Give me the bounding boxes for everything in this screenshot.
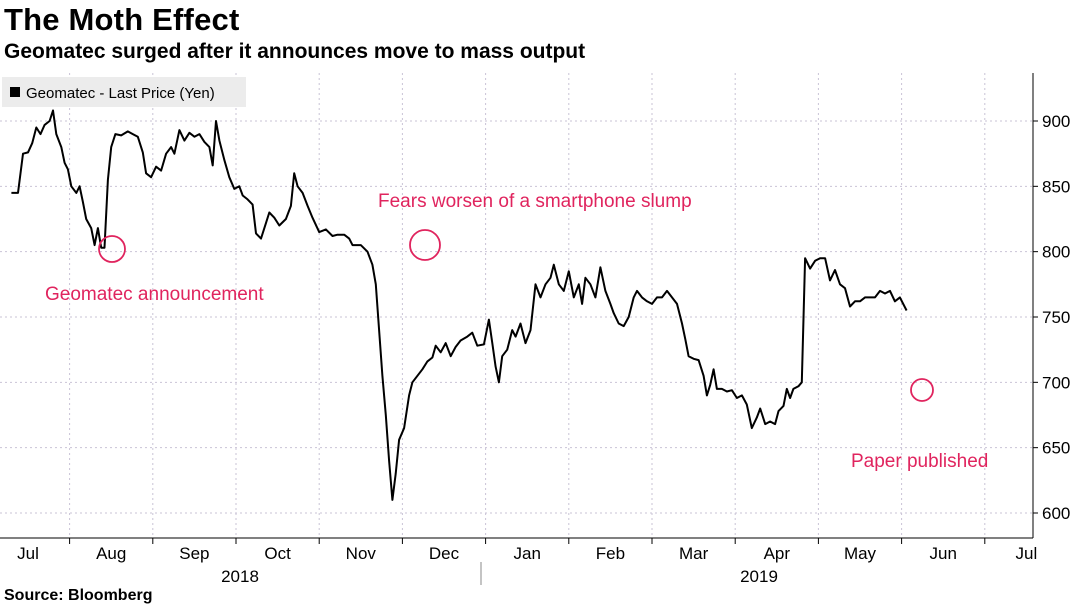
year-label-2018: 2018: [221, 567, 259, 586]
x-tick-label-12: Jul: [1016, 544, 1038, 563]
y-tick-label-850: 850: [1042, 177, 1070, 196]
x-tick-label-0: Jul: [17, 544, 39, 563]
x-tick-label-5: Dec: [429, 544, 460, 563]
legend-label: Geomatec - Last Price (Yen): [26, 85, 215, 102]
y-tick-label-700: 700: [1042, 373, 1070, 392]
annotation-circle-paper: [910, 378, 934, 402]
x-tick-labels: Jul Aug Sep Oct Nov Dec Jan Feb Mar Apr May Jun Jul: [17, 544, 1037, 563]
x-tick-label-7: Feb: [596, 544, 625, 563]
x-tick-label-2: Sep: [179, 544, 209, 563]
y-tick-label-900: 900: [1042, 112, 1070, 131]
y-tick-labels: 600 650 700 750 800 850 900: [1033, 112, 1070, 523]
x-tick-label-9: Apr: [764, 544, 791, 563]
annotation-circle-announcement: [98, 235, 126, 263]
annotation-label-announcement: Geomatec announcement: [45, 284, 264, 305]
x-tick-label-10: May: [844, 544, 877, 563]
y-tick-label-750: 750: [1042, 308, 1070, 327]
x-tick-label-1: Aug: [96, 544, 126, 563]
y-tick-label-600: 600: [1042, 504, 1070, 523]
x-tick-label-3: Oct: [264, 544, 291, 563]
x-tick-label-6: Jan: [513, 544, 540, 563]
year-label-2019: 2019: [740, 567, 778, 586]
series-line-geomatec: [11, 109, 908, 501]
y-tick-label-800: 800: [1042, 243, 1070, 262]
y-tick-label-650: 650: [1042, 439, 1070, 458]
annotation-circle-smartphone: [409, 229, 441, 261]
x-tick-label-4: Nov: [346, 544, 377, 563]
chart-subtitle: Geomatec surged after it announces move …: [4, 40, 586, 63]
annotation-label-paper: Paper published: [851, 451, 988, 472]
annotation-label-smartphone: Fears worsen of a smartphone slump: [378, 191, 692, 212]
chart-title: The Moth Effect: [4, 2, 240, 37]
legend: Geomatec - Last Price (Yen): [2, 77, 246, 107]
annotations: Geomatec announcement Fears worsen of a …: [45, 191, 988, 472]
x-tick-marks: [69, 538, 986, 544]
grid-lines: [0, 73, 1033, 538]
legend-swatch: [10, 87, 20, 97]
x-tick-label-11: Jun: [929, 544, 956, 563]
x-tick-label-8: Mar: [679, 544, 709, 563]
source-note: Source: Bloomberg: [4, 587, 153, 604]
legend-background: [2, 77, 246, 107]
